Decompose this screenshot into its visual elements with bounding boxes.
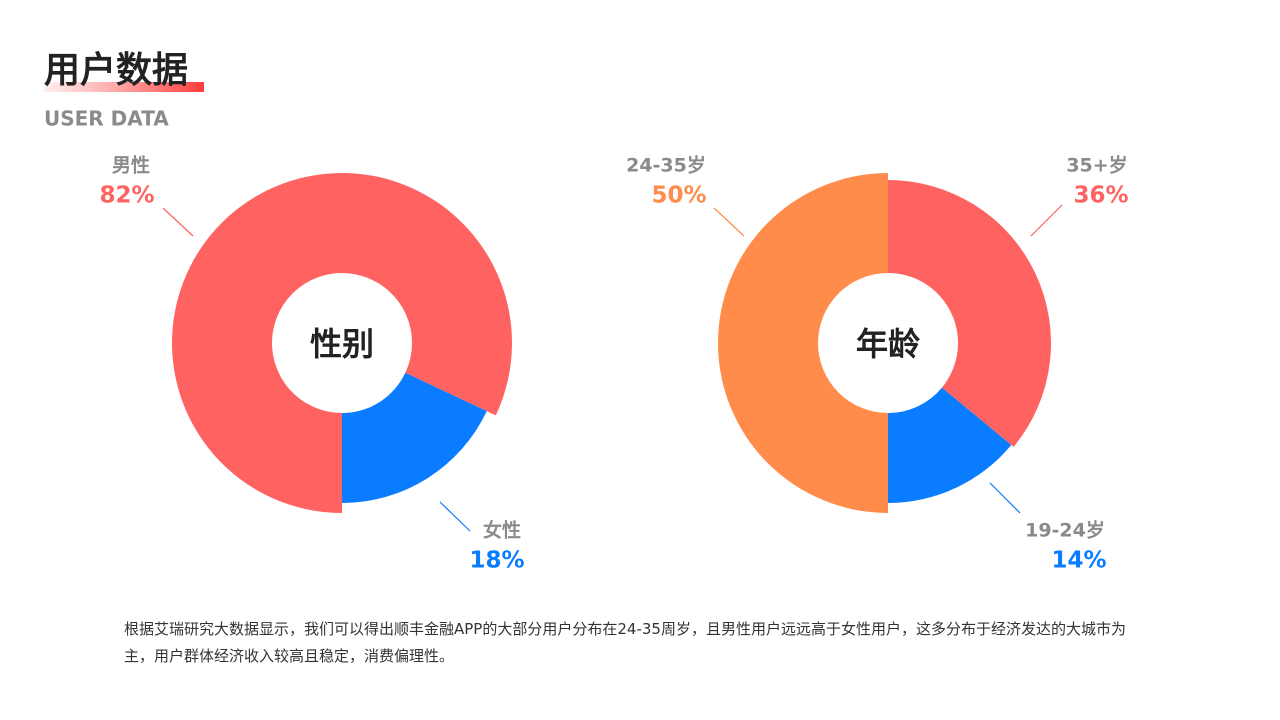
legend-label: 24-35岁: [626, 154, 706, 177]
center-label: 年龄: [856, 325, 920, 363]
center-label: 性别: [310, 325, 374, 363]
donut-segment: [888, 387, 1012, 503]
value-label: 50%: [651, 183, 706, 209]
body-text: 根据艾瑞研究大数据显示，我们可以得出顺丰金融APP的大部分用户分布在24-35周…: [124, 620, 1126, 665]
value-label: 82%: [99, 183, 154, 209]
value-label: 18%: [469, 548, 524, 574]
leader-line: [713, 207, 745, 237]
legend-label: 35+岁: [1066, 154, 1127, 177]
value-label: 36%: [1073, 183, 1128, 209]
donut-segment: [718, 173, 888, 513]
leader-line: [989, 482, 1021, 514]
title: 用户数据: [44, 50, 188, 91]
leader-line: [439, 501, 471, 532]
leader-line: [162, 207, 194, 237]
legend-label: 19-24岁: [1025, 519, 1105, 542]
legend-label: 女性: [483, 519, 521, 542]
donut-segment: [888, 180, 1051, 447]
legend-label: 男性: [112, 154, 150, 177]
subtitle: USER DATA: [44, 107, 169, 131]
leader-line: [1030, 204, 1063, 237]
title-underline: [44, 82, 204, 92]
donut-segment: [342, 372, 487, 503]
value-label: 14%: [1051, 548, 1106, 574]
donut-segment: [171, 173, 512, 513]
